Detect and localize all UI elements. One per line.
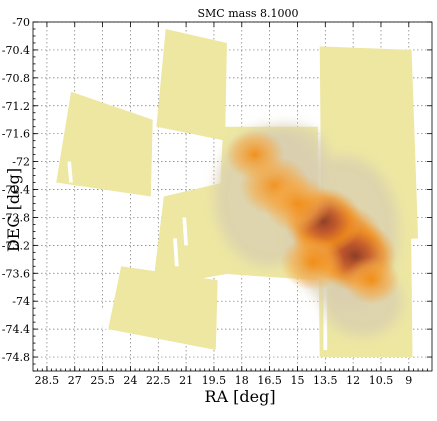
density-layer (214, 124, 403, 337)
y-tick-label: -70.4 (2, 44, 30, 57)
density-peak (343, 256, 400, 304)
y-tick-label: -74.8 (2, 351, 30, 364)
density-peak (225, 129, 284, 180)
x-tick-label: 18 (235, 374, 249, 387)
coverage-gap (67, 161, 73, 183)
x-tick-label: 27 (68, 374, 82, 387)
y-axis-label: DEC [deg] (4, 168, 23, 252)
x-tick-label: 19.5 (202, 374, 227, 387)
coverage-gap (100, 308, 107, 330)
x-tick-label: 15 (290, 374, 304, 387)
y-tick-label: -73.6 (2, 267, 30, 280)
coverage-tile (152, 182, 231, 288)
y-tick-label: -74.4 (2, 323, 30, 336)
axis-ticks: 28.5 27 25.5 24 22.5 21 19.5 18 16.5 15 13.5 12 10.5… (2, 16, 432, 387)
x-tick-label: 24 (123, 374, 137, 387)
y-tick-label: -72.4 (2, 184, 30, 197)
coverage-tile (108, 266, 218, 351)
coverage-tile (56, 91, 153, 197)
x-tick-label: 21 (179, 374, 193, 387)
density-peak (280, 235, 345, 291)
x-tick-label: 13.5 (313, 374, 338, 387)
y-tick-label: -71.6 (2, 128, 30, 141)
x-tick-label: 25.5 (90, 374, 115, 387)
x-tick-label: 22.5 (146, 374, 171, 387)
y-tick-label: -71.2 (2, 100, 30, 113)
coverage-gap (182, 217, 188, 246)
y-tick-label: -72.8 (2, 211, 30, 224)
x-tick-label: 12 (346, 374, 360, 387)
x-axis-label: RA [deg] (204, 387, 275, 406)
coverage-tile (156, 28, 227, 141)
x-tick-label: 28.5 (35, 374, 60, 387)
x-tick-label: 9 (405, 374, 412, 387)
x-tick-label: 16.5 (257, 374, 282, 387)
y-tick-label: -74 (12, 295, 30, 308)
y-tick-label: -70.8 (2, 72, 30, 85)
x-tick-label: 10.5 (369, 374, 394, 387)
chart-title: SMC mass 8.1000 (198, 7, 299, 20)
y-tick-label: -72 (12, 156, 30, 169)
coverage-gap (173, 238, 179, 267)
y-tick-label: -70 (12, 16, 30, 29)
y-tick-label: -73.2 (2, 239, 30, 252)
density-peak (264, 175, 331, 232)
